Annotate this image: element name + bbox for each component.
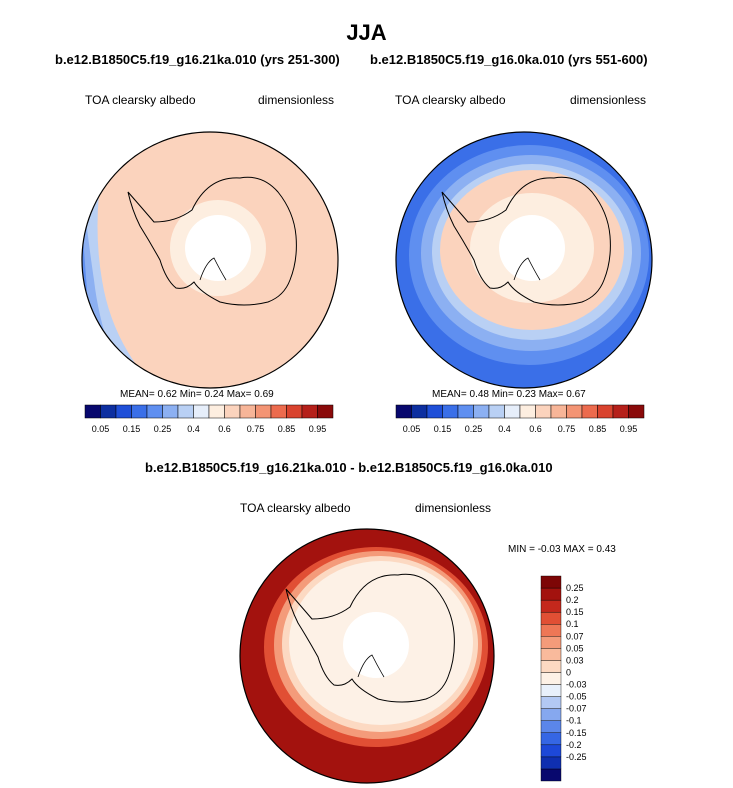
- panel1-colorbar-swatch: [239, 404, 256, 419]
- panel2-colorbar-swatch: [411, 404, 428, 419]
- panel1-colorbar-swatch: [84, 404, 101, 419]
- diff-colorbar-tick-label: -0.15: [566, 728, 587, 738]
- diff-colorbar-tick-label: 0.2: [566, 595, 579, 605]
- diff-colorbar-swatch: [540, 599, 562, 613]
- diff-colorbar-swatch: [540, 696, 562, 709]
- diff-colorbar-tick-label: 0.25: [566, 583, 584, 593]
- diff-colorbar-swatch: [540, 587, 562, 601]
- panel2-colorbar-swatch: [581, 404, 598, 419]
- panel2-colorbar-tick-label: 0.15: [434, 424, 452, 434]
- diff-colorbar-tick-label: -0.07: [566, 704, 587, 714]
- panel1-colorbar-swatch: [301, 404, 318, 419]
- panel1-colorbar-tick-label: 0.15: [123, 424, 141, 434]
- diff-variable-label: TOA clearsky albedo: [240, 501, 351, 515]
- panel2-colorbar-tick-label: 0.05: [403, 424, 421, 434]
- panel2-colorbar-swatch: [612, 404, 629, 419]
- panel2-colorbar-swatch: [519, 404, 536, 419]
- diff-colorbar-tick-label: -0.1: [566, 716, 582, 726]
- panel1-colorbar-swatch: [146, 404, 163, 419]
- panel1-units-label: dimensionless: [258, 93, 335, 107]
- diff-colorbar-swatch: [540, 708, 562, 721]
- diff-colorbar-tick-label: -0.2: [566, 740, 582, 750]
- diff-colorbar-tick-label: 0.03: [566, 655, 584, 665]
- panel2-colorbar-swatch: [442, 404, 459, 419]
- panel1-colorbar-tick-label: 0.4: [187, 424, 200, 434]
- diff-colorbar-swatch: [540, 756, 562, 770]
- panel2-colorbar-tick-label: 0.25: [465, 424, 483, 434]
- diff-colorbar-tick-label: 0.05: [566, 643, 584, 653]
- panel1-colorbar-swatch: [317, 404, 334, 419]
- diff-colorbar-swatch: [540, 720, 562, 733]
- diff-colorbar-tick-label: -0.05: [566, 692, 587, 702]
- diff-colorbar-swatch: [540, 660, 562, 673]
- diff-colorbar-tick-label: 0: [566, 667, 571, 677]
- panel2-colorbar-tick-label: 0.85: [589, 424, 607, 434]
- panel1-colorbar-swatch: [208, 404, 225, 419]
- panel1-colorbar-swatch: [177, 404, 194, 419]
- diff-colorbar-swatch: [540, 732, 562, 746]
- panel2-polar-map: [395, 131, 653, 389]
- panel2-colorbar-swatch: [550, 404, 567, 419]
- diff-colorbar-tick-label: -0.03: [566, 680, 587, 690]
- diff-colorbar-tick-label: 0.07: [566, 631, 584, 641]
- diff-minmax: MIN = -0.03 MAX = 0.43: [508, 544, 616, 555]
- diff-colorbar-swatch: [540, 672, 562, 685]
- diff-title: b.e12.B1850C5.f19_g16.21ka.010 - b.e12.B…: [145, 460, 553, 475]
- panel2-case-title: b.e12.B1850C5.f19_g16.0ka.010 (yrs 551-6…: [370, 52, 648, 67]
- panel2-colorbar-tick-label: 0.75: [558, 424, 576, 434]
- panel2-colorbar: 0.05 0.15 0.25 0.4 0.6 0.75 0.85 0.95: [395, 404, 645, 434]
- panel1-colorbar-swatch: [193, 404, 210, 419]
- panel1-colorbar-swatch: [255, 404, 272, 419]
- panel2-variable-label: TOA clearsky albedo: [395, 93, 506, 107]
- panel2-colorbar-swatch: [395, 404, 412, 419]
- figure-title: JJA: [346, 20, 387, 45]
- panel1-colorbar-tick-label: 0.25: [154, 424, 172, 434]
- panel2-colorbar-tick-label: 0.4: [498, 424, 511, 434]
- panel1-stats: MEAN= 0.62 Min= 0.24 Max= 0.69: [120, 389, 274, 400]
- panel1-case-title: b.e12.B1850C5.f19_g16.21ka.010 (yrs 251-…: [55, 52, 340, 67]
- diff-colorbar-swatch: [540, 648, 562, 661]
- panel2-colorbar-swatch: [473, 404, 490, 419]
- panel2-colorbar-tick-label: 0.95: [620, 424, 638, 434]
- panel1-colorbar-tick-label: 0.75: [247, 424, 265, 434]
- panel1-colorbar-tick-label: 0.95: [309, 424, 327, 434]
- panel2-units-label: dimensionless: [570, 93, 647, 107]
- panel2-colorbar-tick-label: 0.6: [529, 424, 542, 434]
- diff-colorbar-swatch: [540, 575, 562, 589]
- panel1-colorbar-swatch: [100, 404, 117, 419]
- panel2-colorbar-swatch: [457, 404, 474, 419]
- panel2-colorbar-swatch: [535, 404, 552, 419]
- diff-colorbar-swatch: [540, 768, 562, 782]
- panel1-colorbar-tick-label: 0.05: [92, 424, 110, 434]
- panel1-variable-label: TOA clearsky albedo: [85, 93, 196, 107]
- panel2-colorbar-swatch: [597, 404, 614, 419]
- diff-colorbar-swatch: [540, 624, 562, 637]
- diff-colorbar-tick-label: -0.25: [566, 752, 587, 762]
- diff-colorbar-swatch: [540, 744, 562, 758]
- panel1-colorbar-tick-label: 0.6: [218, 424, 231, 434]
- panel1-colorbar-swatch: [131, 404, 148, 419]
- panel1-colorbar-swatch: [224, 404, 241, 419]
- panel1-colorbar-swatch: [286, 404, 303, 419]
- panel2-colorbar-swatch: [488, 404, 505, 419]
- panel1-colorbar-swatch: [115, 404, 132, 419]
- panel1-colorbar-swatch: [270, 404, 287, 419]
- panel1-colorbar-swatch: [162, 404, 179, 419]
- diff-polar-map: [239, 528, 495, 784]
- panel2-colorbar-swatch: [504, 404, 521, 419]
- diff-colorbar-tick-label: 0.15: [566, 607, 584, 617]
- panel2-colorbar-swatch: [628, 404, 645, 419]
- diff-colorbar-swatch: [540, 611, 562, 625]
- panel1-colorbar: 0.05 0.15 0.25 0.4 0.6 0.75 0.85 0.95: [84, 404, 334, 434]
- diff-colorbar-tick-label: 0.1: [566, 619, 579, 629]
- panel2-colorbar-swatch: [566, 404, 583, 419]
- diff-colorbar-swatch: [540, 684, 562, 697]
- diff-colorbar-swatch: [540, 636, 562, 649]
- diff-units-label: dimensionless: [415, 501, 492, 515]
- panel1-polar-map: [81, 131, 339, 389]
- panel1-colorbar-tick-label: 0.85: [278, 424, 296, 434]
- panel2-colorbar-swatch: [426, 404, 443, 419]
- diff-colorbar: 0.25 0.2 0.15 0.1 0.07 0.05 0.03 0 -0.03 -0.05 -0.…: [540, 575, 587, 782]
- panel2-stats: MEAN= 0.48 Min= 0.23 Max= 0.67: [432, 389, 586, 400]
